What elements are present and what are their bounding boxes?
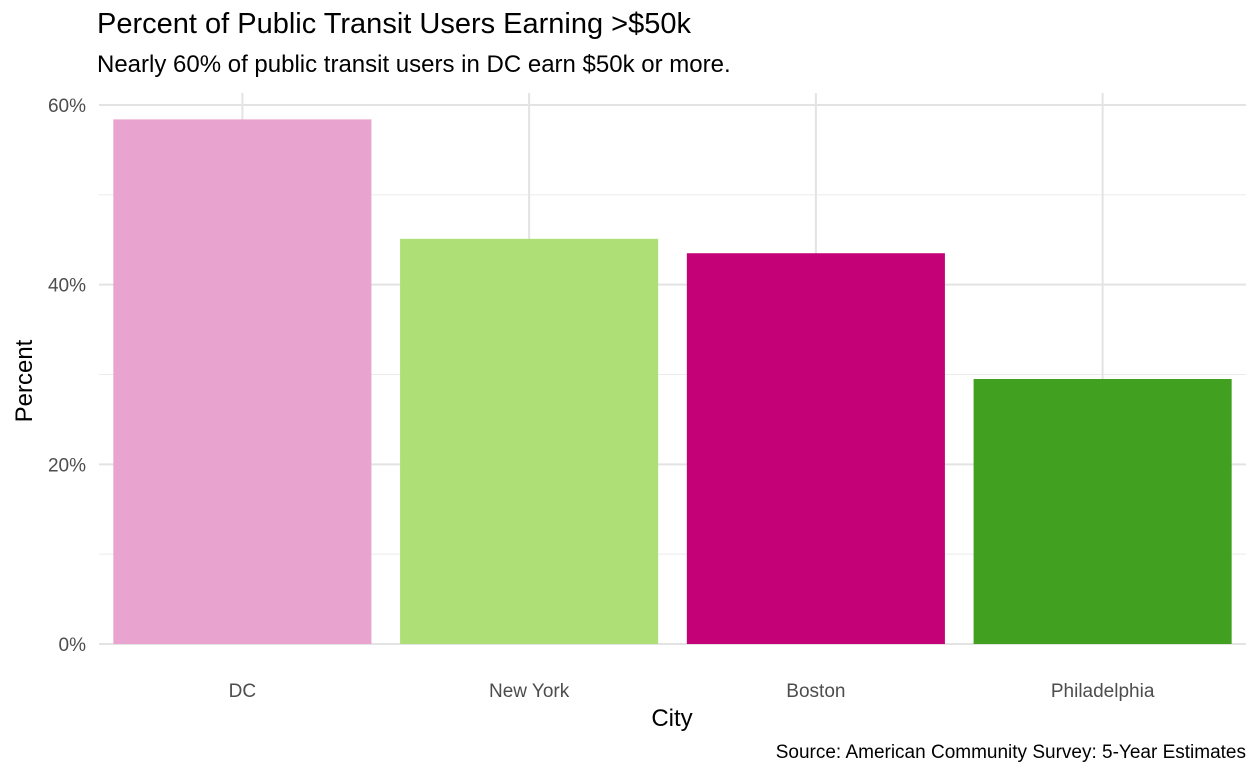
y-axis-label: Percent	[11, 339, 38, 422]
x-tick-label: Boston	[786, 681, 845, 702]
bar	[686, 253, 945, 644]
y-tick-label: 40%	[48, 276, 86, 297]
x-tick-label: New York	[489, 681, 570, 702]
x-tick-label: DC	[229, 681, 256, 702]
x-axis-label: City	[651, 705, 692, 732]
bar	[973, 378, 1232, 644]
bar	[400, 238, 659, 644]
bar	[113, 119, 372, 644]
chart-title: Percent of Public Transit Users Earning …	[97, 8, 691, 40]
x-tick-label: Philadelphia	[1051, 681, 1155, 702]
y-tick-labels: 0% 20% 40% 60%	[48, 96, 86, 656]
chart-subtitle: Nearly 60% of public transit users in DC…	[97, 51, 731, 78]
x-tick-labels: DC New York Boston Philadelphia	[229, 681, 1155, 702]
y-tick-label: 0%	[59, 635, 87, 656]
bars	[113, 119, 1232, 644]
y-tick-label: 20%	[48, 455, 86, 476]
y-tick-label: 60%	[48, 96, 86, 117]
chart-caption: Source: American Community Survey: 5-Yea…	[775, 742, 1246, 763]
